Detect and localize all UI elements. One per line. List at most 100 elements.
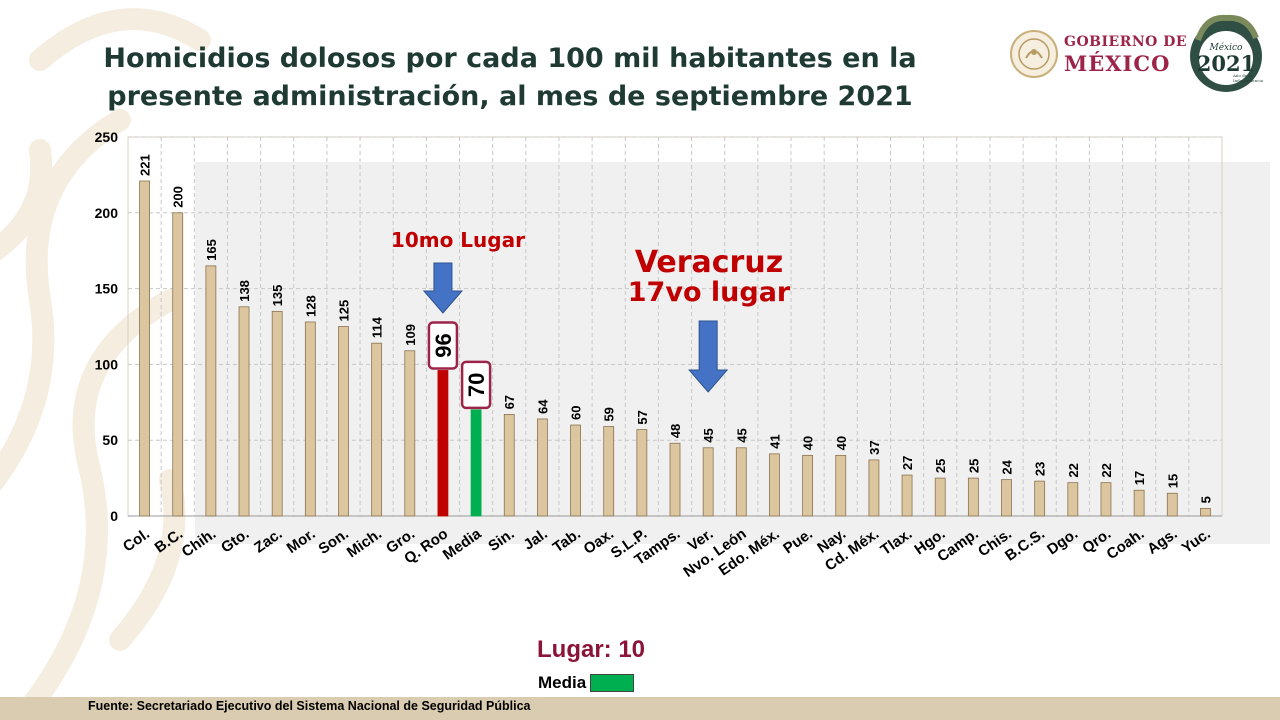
x-tick-label: Media xyxy=(440,525,485,564)
data-label: 40 xyxy=(801,436,816,450)
bar-14 xyxy=(570,424,581,517)
page-title: Homicidios dolosos por cada 100 mil habi… xyxy=(0,40,1020,116)
data-label: 25 xyxy=(933,459,948,473)
data-label: 25 xyxy=(966,459,981,473)
data-label: 23 xyxy=(1033,462,1048,476)
data-label: 24 xyxy=(1000,459,1015,474)
footer-bar xyxy=(0,697,1280,720)
bar-10 xyxy=(437,370,449,517)
x-tick-label: Tlax. xyxy=(878,525,916,559)
x-tick-label: Tab. xyxy=(550,525,584,556)
data-label: 96 xyxy=(431,333,456,357)
annotation-veracruz: Veracruz xyxy=(635,245,783,280)
data-label: 45 xyxy=(734,428,749,442)
x-tick-label: Gto. xyxy=(218,525,252,556)
bar-13 xyxy=(536,418,548,517)
bar-27 xyxy=(1001,479,1012,517)
national-seal-icon xyxy=(1010,30,1058,78)
bar-1 xyxy=(139,180,150,517)
bar-11 xyxy=(470,409,482,517)
x-tick-label: Coah. xyxy=(1104,525,1148,563)
x-tick-label: Mich. xyxy=(344,525,385,561)
anniversary-logo-line-2: Año de la xyxy=(1232,73,1253,78)
data-label: 114 xyxy=(370,316,385,338)
data-label: 15 xyxy=(1165,474,1180,488)
bar-21 xyxy=(802,454,814,517)
bar-9 xyxy=(404,350,416,517)
y-tick-label: 50 xyxy=(102,432,118,448)
x-tick-label: Chih. xyxy=(179,525,219,560)
gobierno-logo-line-2: MÉXICO xyxy=(1064,51,1171,76)
x-tick-label: Ags. xyxy=(1144,525,1180,558)
title-line-1: Homicidios dolosos por cada 100 mil habi… xyxy=(103,43,917,74)
x-tick-label: B.C. xyxy=(152,525,186,556)
data-label: 59 xyxy=(602,407,617,421)
arrow-down-icon xyxy=(688,320,729,393)
bar-20 xyxy=(769,453,780,517)
gobierno-logo-line-1: GOBIERNO DE xyxy=(1064,34,1188,50)
bar-26 xyxy=(967,477,979,517)
bar-33 xyxy=(1200,508,1211,517)
bar-24 xyxy=(901,474,913,517)
data-label: 45 xyxy=(701,428,716,442)
bar-22 xyxy=(835,454,847,517)
annotation-10mo-lugar: 10mo Lugar xyxy=(391,228,525,252)
anniversary-logo-line-1: México xyxy=(1209,42,1244,53)
media-legend: Media xyxy=(538,673,635,693)
x-tick-label: Col. xyxy=(120,525,153,555)
anniversary-2021-logo: México 2021 Año de la Independencia xyxy=(1190,14,1264,92)
data-label: 22 xyxy=(1066,463,1081,477)
data-label: 57 xyxy=(635,410,650,424)
data-label: 37 xyxy=(867,440,882,454)
bar-25 xyxy=(934,477,946,517)
bar-23 xyxy=(868,459,880,517)
data-label: 22 xyxy=(1099,463,1114,477)
lugar-label: Lugar: 10 xyxy=(537,636,646,663)
y-tick-label: 100 xyxy=(95,356,119,372)
bar-30 xyxy=(1100,482,1112,517)
bar-29 xyxy=(1067,482,1079,517)
data-label: 70 xyxy=(464,373,489,397)
data-label: 221 xyxy=(138,154,153,176)
data-label: 67 xyxy=(502,395,517,409)
y-tick-label: 0 xyxy=(110,508,118,524)
value-badge xyxy=(427,321,459,370)
arrow-down-icon xyxy=(422,262,464,314)
data-label: 27 xyxy=(900,456,915,470)
bar-17 xyxy=(669,442,681,517)
bar-2 xyxy=(172,212,184,517)
media-legend-label: Media xyxy=(538,673,587,692)
bar-31 xyxy=(1133,489,1145,517)
bar-7 xyxy=(338,326,349,517)
bar-12 xyxy=(503,414,515,517)
x-tick-label: Pue. xyxy=(780,525,816,557)
footer-source: Fuente: Secretariado Ejecutivo del Siste… xyxy=(88,699,531,713)
data-label: 128 xyxy=(303,295,318,317)
data-label: 41 xyxy=(767,434,782,448)
x-tick-label: Dgo. xyxy=(1044,525,1081,558)
gobierno-de-mexico-logo: GOBIERNO DE MÉXICO xyxy=(1064,35,1187,74)
bar-18 xyxy=(702,447,714,517)
data-label: 17 xyxy=(1132,471,1147,485)
y-tick-label: 200 xyxy=(95,205,119,221)
bar-6 xyxy=(304,321,316,517)
anniversary-logo-year: 2021 xyxy=(1197,51,1255,76)
data-label: 135 xyxy=(270,285,285,307)
data-label: 48 xyxy=(668,424,683,438)
bar-28 xyxy=(1034,480,1046,517)
data-label: 64 xyxy=(535,399,550,414)
data-label: 138 xyxy=(237,280,252,302)
bar-19 xyxy=(735,447,747,517)
data-label: 200 xyxy=(171,186,186,208)
data-label: 165 xyxy=(204,239,219,261)
x-tick-label: Sin. xyxy=(485,525,517,555)
anniversary-logo-line-3: Independencia xyxy=(1233,78,1264,83)
data-label: 109 xyxy=(403,324,418,346)
bar-3 xyxy=(205,265,217,517)
x-tick-label: Mor. xyxy=(284,525,319,557)
bar-16 xyxy=(636,429,648,517)
data-label: 60 xyxy=(569,406,584,420)
bar-15 xyxy=(603,426,615,517)
title-line-2: presente administración, al mes de septi… xyxy=(107,81,913,112)
